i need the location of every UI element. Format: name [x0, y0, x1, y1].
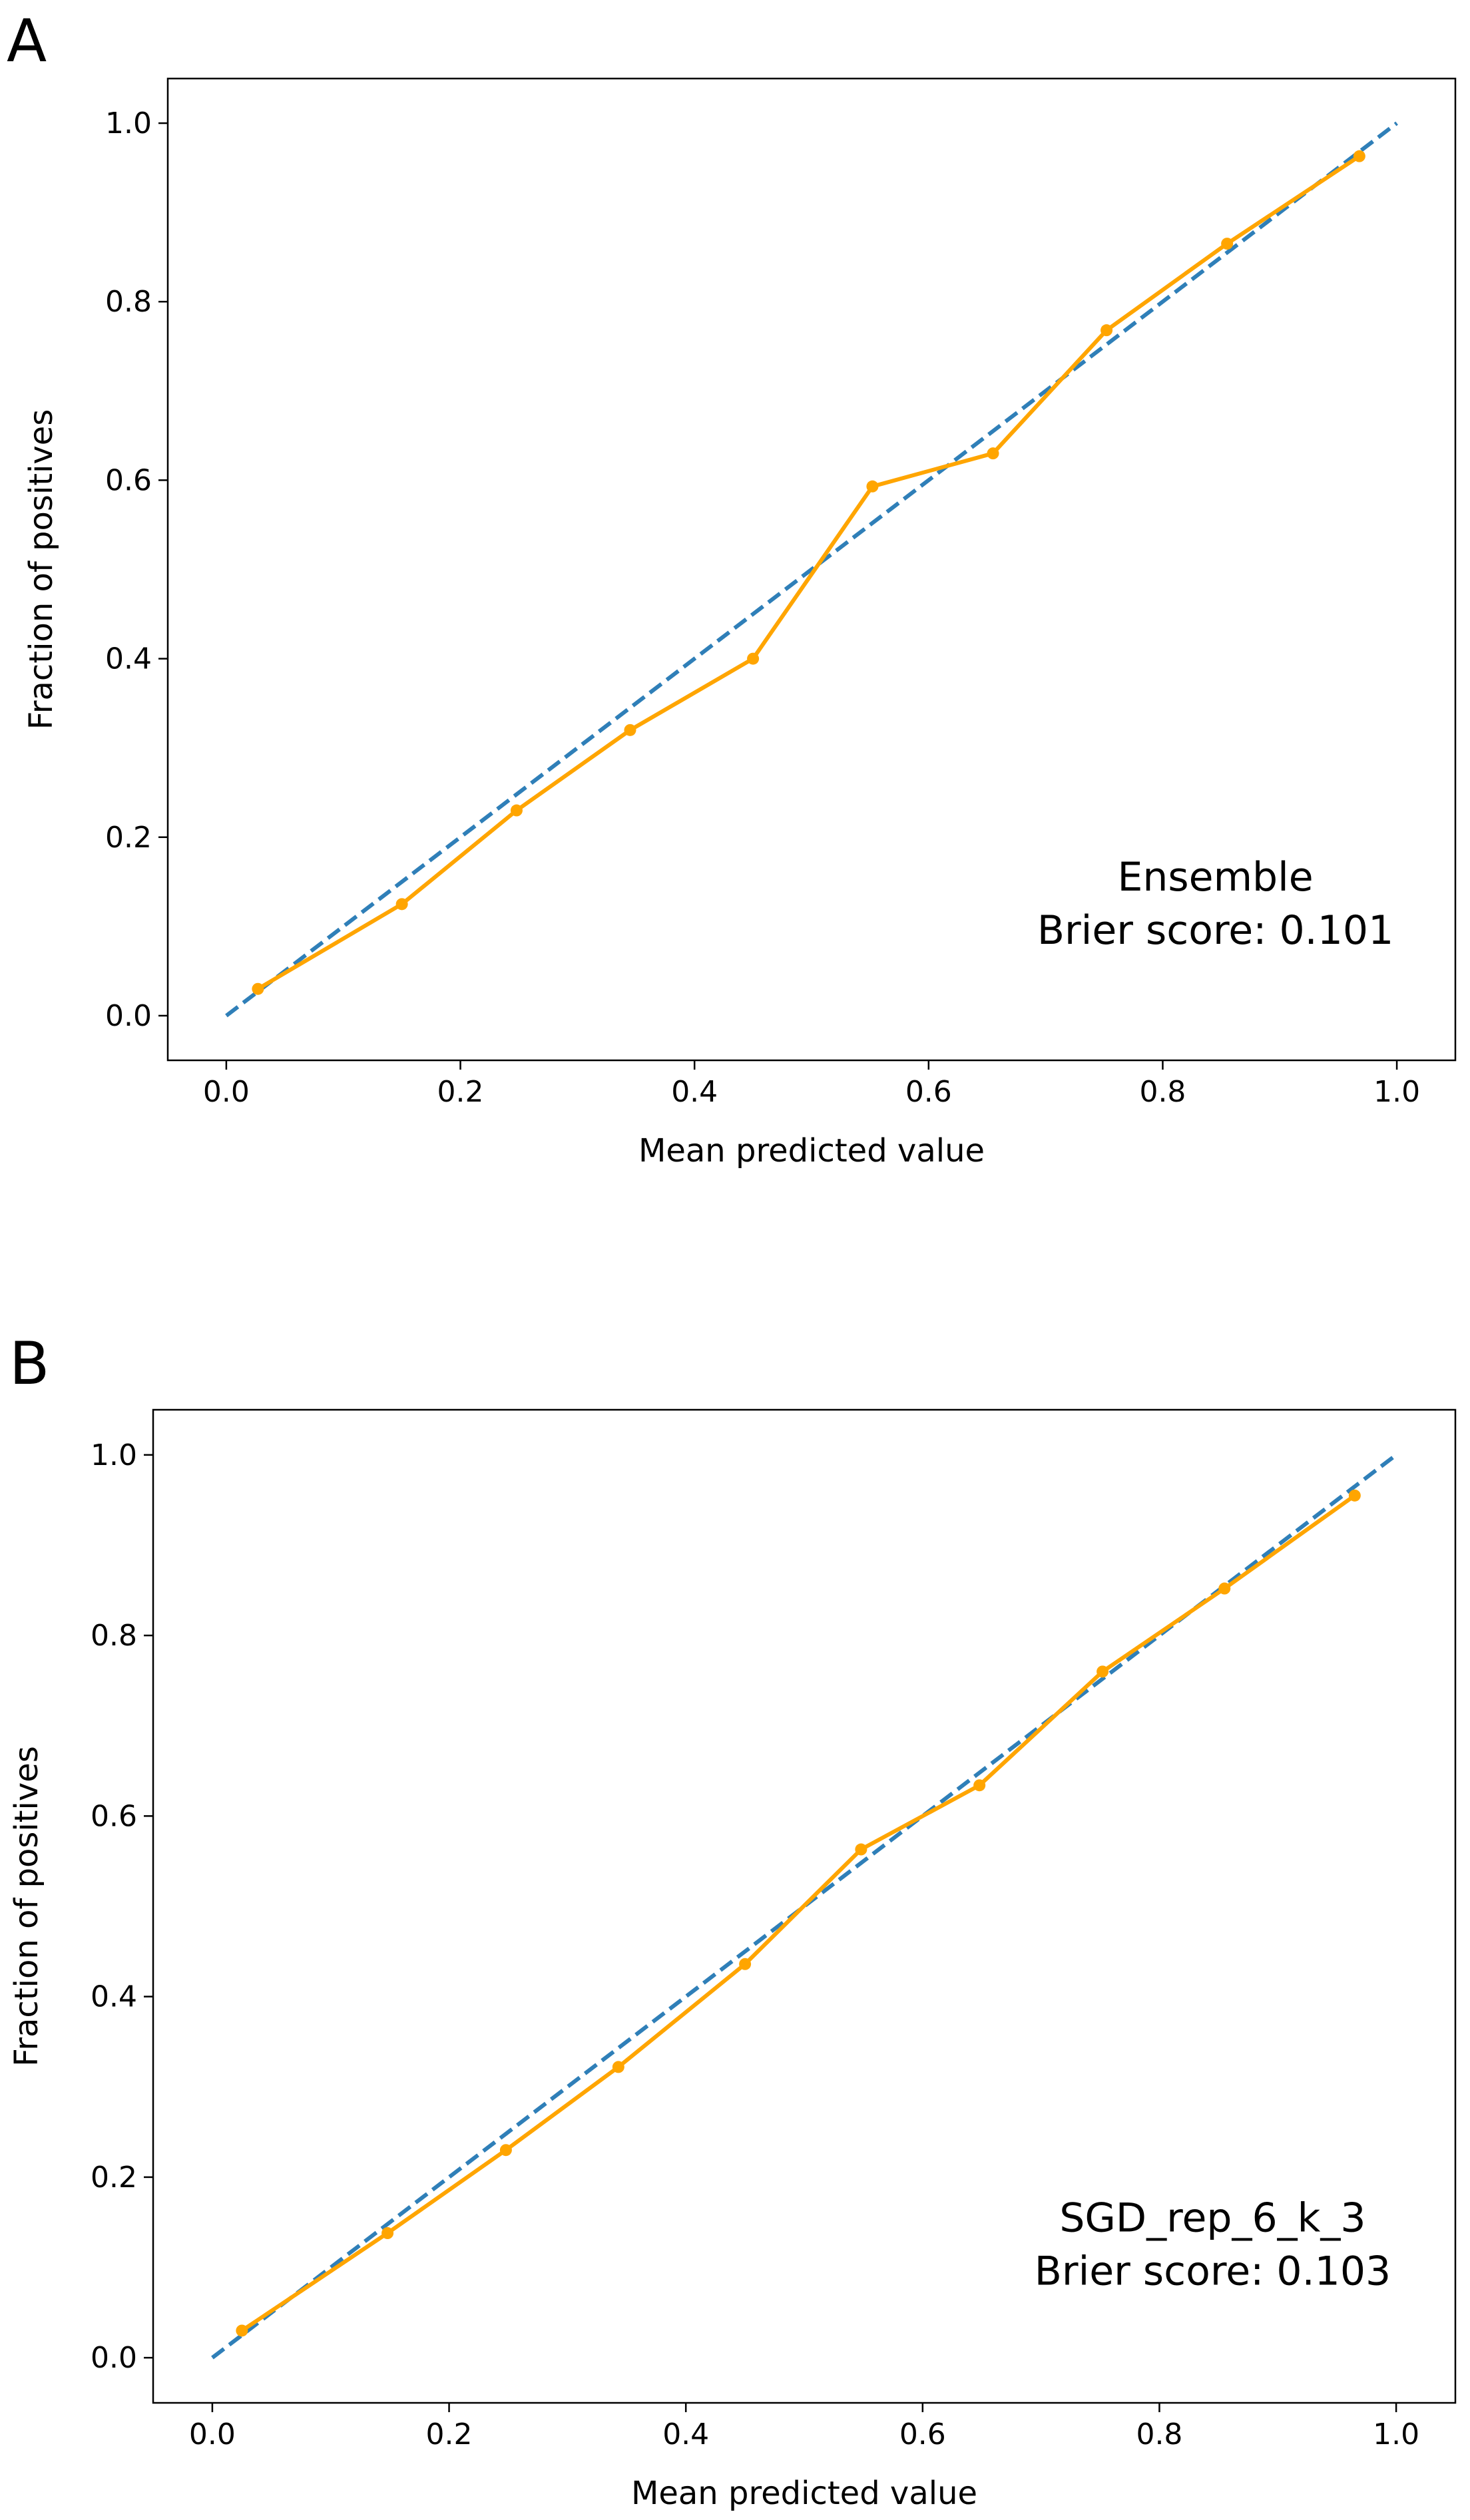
- calibration-point: [1097, 1665, 1109, 1678]
- calibration-point: [1101, 324, 1113, 337]
- chart-panel-a: 0.0 0.2 0.4 0.6 0.8 1.0 0.0 0.2 0.4 0.6 0.8 1.0 Mean…: [23, 77, 1457, 1169]
- x-tick-label: 1.0: [1373, 2417, 1419, 2451]
- calibration-point: [252, 982, 264, 995]
- x-tick-label: 0.4: [662, 2417, 709, 2451]
- x-tick-label: 0.2: [426, 2417, 473, 2451]
- x-axis-label: Mean predicted value: [638, 1132, 985, 1169]
- y-tick-label: 0.6: [91, 1799, 137, 1833]
- x-tick-label: 1.0: [1373, 1075, 1420, 1109]
- model-name-annotation: SGD_rep_6_k_3: [1059, 2195, 1365, 2241]
- y-tick-label: 0.6: [105, 463, 152, 497]
- calibration-point: [973, 1779, 986, 1792]
- calibration-point: [612, 2061, 624, 2073]
- y-tick-label: 0.0: [91, 2341, 137, 2375]
- calibration-point: [739, 1958, 752, 1970]
- x-tick-label: 0.0: [203, 1075, 250, 1109]
- x-tick-label: 0.6: [899, 2417, 946, 2451]
- panel-b-letter: B: [9, 1329, 50, 1398]
- calibration-point: [236, 2324, 248, 2337]
- x-tick-label: 0.8: [1136, 2417, 1182, 2451]
- model-name-annotation: Ensemble: [1117, 854, 1313, 901]
- calibration-point: [747, 652, 760, 665]
- y-axis-label: Fraction of positives: [23, 409, 60, 730]
- brier-score-annotation: Brier score: 0.103: [1035, 2248, 1391, 2294]
- calibration-curve-line: [240, 1494, 1356, 2332]
- diagonal-reference-line: [225, 121, 1398, 1018]
- calibration-curve-line: [256, 154, 1361, 991]
- y-tick-label: 0.0: [105, 999, 152, 1033]
- x-tick-label: 0.6: [905, 1075, 952, 1109]
- y-axis-label: Fraction of positives: [8, 1746, 45, 2067]
- calibration-point: [855, 1843, 867, 1856]
- plot-frame: [166, 77, 1457, 1062]
- calibration-point: [1221, 238, 1234, 250]
- calibration-point: [866, 480, 879, 493]
- calibration-point: [499, 2144, 512, 2157]
- calibration-point: [510, 804, 523, 817]
- y-tick-label: 1.0: [91, 1438, 137, 1472]
- y-tick-label: 0.4: [91, 1980, 137, 2014]
- y-tick-label: 0.8: [105, 285, 152, 319]
- y-tick-label: 0.8: [91, 1619, 137, 1653]
- x-tick-label: 0.4: [671, 1075, 718, 1109]
- y-tick-label: 0.2: [105, 821, 152, 855]
- y-tick-label: 0.4: [105, 642, 152, 676]
- brier-score-annotation: Brier score: 0.101: [1037, 907, 1393, 954]
- calibration-point: [395, 898, 408, 911]
- calibration-point: [1353, 150, 1365, 162]
- x-tick-label: 0.2: [437, 1075, 484, 1109]
- y-tick-label: 1.0: [105, 106, 152, 140]
- calibration-point: [624, 724, 636, 736]
- x-tick-label: 0.8: [1139, 1075, 1186, 1109]
- calibration-point: [1218, 1582, 1231, 1595]
- calibration-point: [381, 2227, 394, 2240]
- calibration-point: [987, 447, 999, 460]
- panel-a-letter: A: [7, 7, 47, 75]
- chart-panel-b: 0.0 0.2 0.4 0.6 0.8 1.0 0.0 0.2 0.4 0.6 0.8 1.0 Mean…: [8, 1408, 1457, 2512]
- plot-frame: [152, 1408, 1457, 2404]
- calibration-point: [1348, 1489, 1361, 1502]
- x-tick-label: 0.0: [189, 2417, 236, 2451]
- y-tick-label: 0.2: [91, 2161, 137, 2195]
- x-axis-label: Mean predicted value: [631, 2475, 977, 2512]
